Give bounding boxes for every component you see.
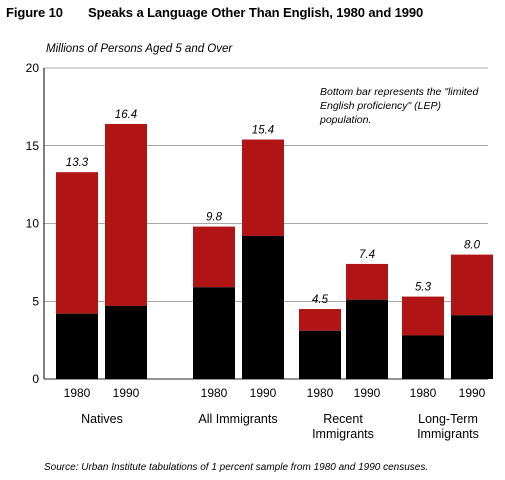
source-note: Source: Urban Institute tabulations of 1… — [44, 462, 429, 473]
x-tick-label-year: 1990 — [354, 386, 381, 400]
bar-total-label: 8.0 — [464, 240, 481, 252]
bar-non-lep-segment — [193, 226, 235, 288]
x-tick-label-year: 1980 — [64, 386, 91, 400]
bar-total-label: 16.4 — [115, 109, 137, 121]
x-group-label: Immigrants — [312, 427, 374, 441]
x-group-label: Immigrants — [417, 427, 479, 441]
bar-lep-segment — [242, 235, 284, 379]
bar-non-lep-segment — [242, 139, 284, 236]
y-tick-label: 10 — [26, 217, 40, 231]
x-tick-label-year: 1990 — [459, 386, 486, 400]
chart-title: Speaks a Language Other Than English, 19… — [88, 5, 424, 20]
bar-total-label: 9.8 — [206, 212, 223, 224]
bar-lep-segment — [451, 315, 493, 379]
bar-non-lep-segment — [346, 263, 388, 300]
y-tick-label: 15 — [26, 139, 40, 153]
bar-total-label: 5.3 — [415, 282, 432, 294]
bar-non-lep-segment — [402, 296, 444, 336]
bar-total-label: 7.4 — [359, 249, 375, 261]
figure-heading: Figure 10 Speaks a Language Other Than En… — [6, 5, 423, 20]
bar-total-label: 15.4 — [252, 125, 274, 137]
bar-non-lep-segment — [56, 172, 98, 314]
bar-non-lep-segment — [451, 254, 493, 316]
bar-lep-segment — [193, 287, 235, 379]
x-group-label: Recent — [323, 412, 363, 426]
bar-non-lep-segment — [105, 123, 147, 306]
y-tick-label: 20 — [26, 61, 40, 75]
x-group-label: All Immigrants — [198, 412, 277, 426]
bar-lep-segment — [346, 299, 388, 379]
figure-number: Figure 10 — [6, 5, 63, 20]
chart-note: Bottom bar represents the "limited Engli… — [320, 86, 479, 126]
x-tick-label-year: 1980 — [201, 386, 228, 400]
bar-lep-segment — [56, 313, 98, 379]
y-tick-label: 5 — [32, 294, 39, 308]
x-tick-label-year: 1980 — [307, 386, 334, 400]
bar-lep-segment — [105, 305, 147, 379]
bar-lep-segment — [299, 330, 341, 379]
y-tick-label: 0 — [32, 372, 39, 386]
x-tick-label-year: 1990 — [250, 386, 277, 400]
x-tick-label-year: 1980 — [410, 386, 437, 400]
x-group-label: Natives — [81, 412, 123, 426]
x-group-label: Long-Term — [418, 412, 478, 426]
bar-non-lep-segment — [299, 309, 341, 331]
bar-total-label: 13.3 — [66, 157, 89, 169]
bar-total-label: 4.5 — [312, 294, 329, 306]
x-tick-label-year: 1990 — [113, 386, 140, 400]
bar-lep-segment — [402, 335, 444, 379]
y-axis-units-label: Millions of Persons Aged 5 and Over — [46, 43, 233, 55]
